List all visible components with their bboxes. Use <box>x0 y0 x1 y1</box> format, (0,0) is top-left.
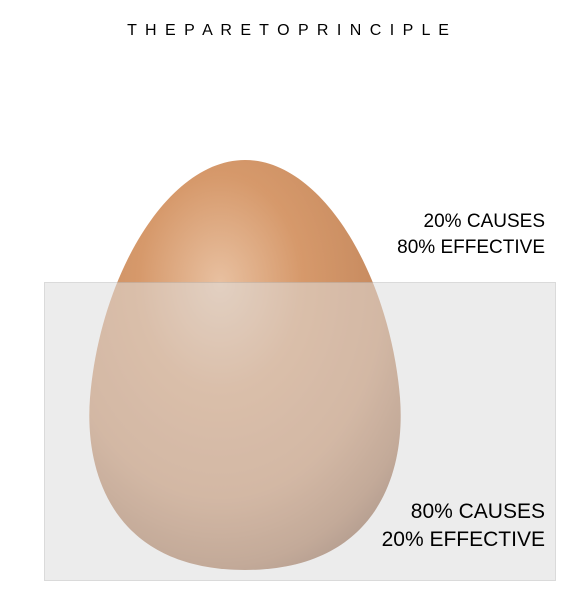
label-top: 20% CAUSES 80% EFFECTIVE <box>397 209 545 260</box>
label-bottom: 80% CAUSES 20% EFFECTIVE <box>382 498 545 555</box>
label-bottom-line1: 80% CAUSES <box>382 498 545 526</box>
page-title: T H E P A R E T O P R I N C I P L E <box>0 22 578 40</box>
infographic-canvas: T H E P A R E T O P R I N C I P L E 20% … <box>0 0 578 612</box>
label-top-line1: 20% CAUSES <box>397 209 545 235</box>
label-bottom-line2: 20% EFFECTIVE <box>382 526 545 554</box>
label-top-line2: 80% EFFECTIVE <box>397 235 545 261</box>
